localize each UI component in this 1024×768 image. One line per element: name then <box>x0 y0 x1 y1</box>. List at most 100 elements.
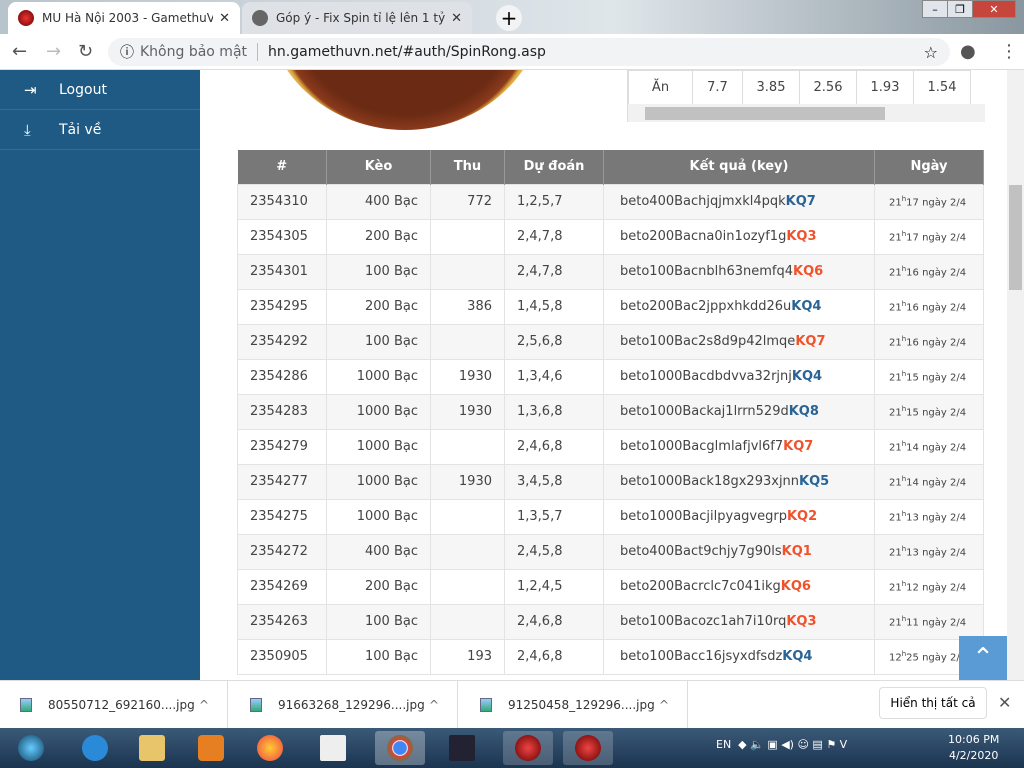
row-keo: 1000 Bạc <box>326 393 431 430</box>
download-filename: 91663268_129296....jpg <box>278 698 425 712</box>
sidebar-item-download[interactable]: ⤓ Tải về <box>0 110 200 150</box>
horizontal-scrollbar[interactable] <box>628 104 985 122</box>
row-result: beto100Bacnblh63nemfq4KQ6 <box>603 253 875 290</box>
minimize-button[interactable]: – <box>922 0 948 18</box>
table-row: 2354292 100 Bạc 2,5,6,8 beto100Bac2s8d9p… <box>237 323 984 360</box>
row-keo: 400 Bạc <box>326 183 431 220</box>
start-button[interactable] <box>6 731 56 765</box>
download-item[interactable]: 80550712_692160....jpg ^ <box>0 681 228 729</box>
row-result: beto1000BacjilpyagvegrpKQ2 <box>603 498 875 535</box>
result-key: beto400Bact9chjy7g90ls <box>620 544 782 559</box>
row-result: beto100Bacc16jsyxdfsdzKQ4 <box>603 638 875 675</box>
row-keo: 1000 Bạc <box>326 358 431 395</box>
row-keo: 400 Bạc <box>326 533 431 570</box>
row-thu: 1930 <box>430 463 505 500</box>
forward-icon[interactable]: → <box>46 41 62 62</box>
ie-icon[interactable] <box>70 731 120 765</box>
table-row: 2354310 400 Bạc 772 1,2,5,7 beto400Bachj… <box>237 183 984 220</box>
table-row: 2354283 1000 Bạc 1930 1,3,6,8 beto1000Ba… <box>237 393 984 430</box>
vertical-scrollbar[interactable] <box>1007 70 1024 680</box>
date-rest: 16 ngày 2/4 <box>906 267 967 279</box>
security-label[interactable]: Không bảo mật <box>140 44 248 60</box>
date-rest: 12 ngày 2/4 <box>906 582 967 594</box>
date-hour: 21 <box>889 267 902 279</box>
close-window-button[interactable]: ✕ <box>972 0 1016 18</box>
spin-history-table: # Kèo Thu Dự đoán Kết quả (key) Ngày 235… <box>237 150 984 675</box>
scrollbar-thumb[interactable] <box>1009 185 1022 290</box>
date-hour: 21 <box>889 512 902 524</box>
date-hour: 21 <box>889 582 902 594</box>
result-kq: KQ2 <box>786 509 818 524</box>
globe-icon <box>252 10 268 26</box>
row-du-doan: 2,4,7,8 <box>504 218 604 255</box>
explorer-icon[interactable] <box>127 731 177 765</box>
chrome-icon[interactable] <box>375 731 425 765</box>
result-kq: KQ4 <box>791 299 822 314</box>
account-icon[interactable]: ● <box>960 41 976 62</box>
chevron-up-icon[interactable]: ^ <box>428 698 439 712</box>
row-keo: 100 Bạc <box>326 603 431 640</box>
image-file-icon <box>250 698 262 712</box>
language-indicator[interactable]: EN <box>716 738 732 751</box>
url-input[interactable]: ⓘ Không bảo mật hn.gamethuvn.net/#auth/S… <box>108 38 950 66</box>
menu-icon[interactable]: ⋮ <box>1000 41 1018 62</box>
show-all-downloads-button[interactable]: Hiển thị tất cả <box>879 687 987 719</box>
sidebar: ⇥ Logout ⤓ Tải về <box>0 70 200 680</box>
info-icon[interactable]: ⓘ <box>120 45 134 61</box>
download-item[interactable]: 91663268_129296....jpg ^ <box>230 681 458 729</box>
download-item[interactable]: 91250458_129296....jpg ^ <box>460 681 688 729</box>
bookmark-star-icon[interactable]: ☆ <box>923 42 938 62</box>
date-rest: 13 ngày 2/4 <box>906 547 967 559</box>
tab-gop-y[interactable]: Góp ý - Fix Spin tỉ lệ lên 1 tỷ | Page ✕ <box>242 2 472 34</box>
column-header: Dự đoán <box>504 150 604 184</box>
row-result: beto1000Backaj1lrrn529dKQ8 <box>603 393 875 430</box>
row-du-doan: 1,4,5,8 <box>504 288 604 325</box>
maximize-button[interactable]: ❐ <box>947 0 973 18</box>
date-hour-suffix: h <box>901 404 907 413</box>
row-du-doan: 3,4,5,8 <box>504 463 604 500</box>
sidebar-item-label: Logout <box>59 81 107 98</box>
new-tab-button[interactable]: + <box>496 5 522 31</box>
close-tab-icon[interactable]: ✕ <box>451 10 462 26</box>
date-hour-suffix: h <box>901 369 907 378</box>
mu-game-icon[interactable] <box>437 731 487 765</box>
firefox-icon[interactable] <box>245 731 295 765</box>
row-date: 21h16 ngày 2/4 <box>874 253 984 290</box>
row-date: 21h11 ngày 2/4 <box>874 603 984 640</box>
clock[interactable]: 10:06 PM 4/2/2020 <box>948 732 999 764</box>
spin-wheel-image[interactable] <box>265 70 545 130</box>
date-hour-suffix: h <box>901 544 907 553</box>
chevron-up-icon[interactable]: ^ <box>658 698 669 712</box>
chevron-up-icon[interactable]: ^ <box>198 698 209 712</box>
row-du-doan: 2,4,6,8 <box>504 638 604 675</box>
tray-icons[interactable]: ◆ 🔈 ▣ ◀) ☺ ▤ ⚑ V <box>734 738 848 751</box>
result-key: beto100Bacnblh63nemfq4 <box>620 264 794 279</box>
date-hour-suffix: h <box>901 579 907 588</box>
reload-icon[interactable]: ↻ <box>78 41 94 62</box>
scrollbar-thumb[interactable] <box>645 107 885 120</box>
back-icon[interactable]: ← <box>12 41 28 62</box>
mu-client-icon[interactable] <box>563 731 613 765</box>
row-keo: 1000 Bạc <box>326 498 431 535</box>
column-header: # <box>237 150 327 184</box>
row-id: 2354269 <box>237 568 327 605</box>
table-row: 2354295 200 Bạc 386 1,4,5,8 beto200Bac2j… <box>237 288 984 325</box>
result-key: beto1000Bacdbdvva32rjnj <box>620 369 792 384</box>
url-text[interactable]: hn.gamethuvn.net/#auth/SpinRong.asp <box>268 44 546 60</box>
result-kq: KQ3 <box>786 229 817 244</box>
taskbar: EN ◆ 🔈 ▣ ◀) ☺ ▤ ⚑ V 10:06 PM 4/2/2020 <box>0 728 1024 768</box>
scroll-to-top-button[interactable]: ⌃ <box>959 636 1007 680</box>
row-keo: 100 Bạc <box>326 253 431 290</box>
close-tab-icon[interactable]: ✕ <box>219 10 230 26</box>
mu-client-icon[interactable] <box>503 731 553 765</box>
sidebar-item-logout[interactable]: ⇥ Logout <box>0 70 200 110</box>
unikey-icon[interactable] <box>308 731 358 765</box>
result-kq: KQ4 <box>782 649 813 664</box>
row-thu <box>430 253 505 290</box>
row-id: 2354277 <box>237 463 327 500</box>
odds-label: Ăn <box>628 70 693 105</box>
download-filename: 91250458_129296....jpg <box>508 698 655 712</box>
close-download-bar-icon[interactable]: ✕ <box>998 693 1012 712</box>
media-player-icon[interactable] <box>186 731 236 765</box>
tab-mu-hanoi[interactable]: MU Hà Nội 2003 - GamethuVN.net ✕ <box>8 2 240 34</box>
